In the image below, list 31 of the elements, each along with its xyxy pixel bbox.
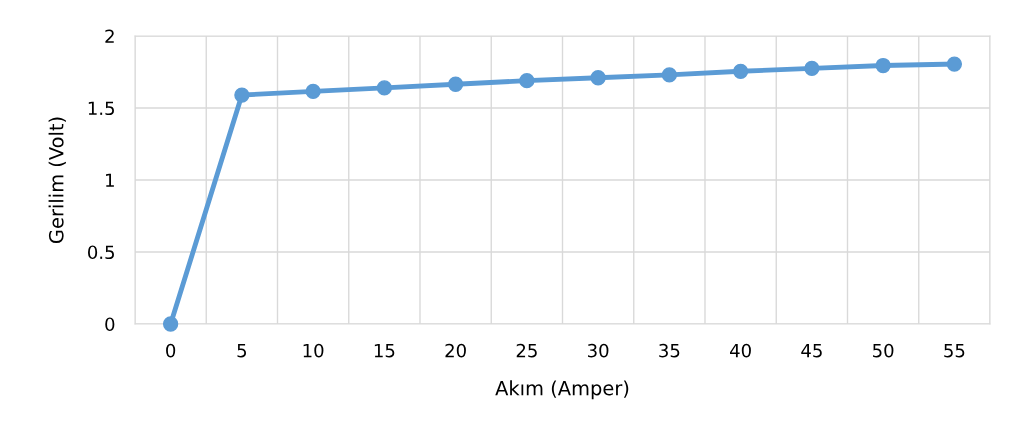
- y-tick-label: 0.5: [88, 245, 114, 260]
- point: [234, 87, 250, 103]
- point: [875, 57, 891, 74]
- y-axis-title: Gerilim (Volt): [48, 117, 66, 244]
- x-tick-label: 5: [237, 344, 247, 358]
- x-tick-label: 0: [166, 343, 176, 358]
- point: [946, 56, 963, 72]
- point: [305, 83, 321, 100]
- x-tick-label: 20: [445, 343, 466, 358]
- x-tick-label: 30: [588, 343, 609, 358]
- x-tick-label: 50: [873, 343, 894, 358]
- x-tick-label: 35: [659, 343, 680, 358]
- x-tick-label: 10: [303, 343, 324, 358]
- x-tick-label: 15: [374, 344, 395, 358]
- point: [519, 73, 535, 89]
- point: [376, 80, 393, 96]
- point: [590, 70, 606, 86]
- point: [661, 67, 678, 83]
- x-tick-label: 25: [516, 343, 537, 358]
- point: [804, 60, 820, 77]
- y-tick-label: 0: [105, 317, 115, 332]
- y-tick-label: 1.5: [88, 101, 114, 116]
- point: [732, 63, 749, 79]
- point: [447, 76, 464, 92]
- x-tick-label: 45: [801, 344, 822, 358]
- x-tick-label: 55: [944, 344, 965, 358]
- y-tick-label: 2: [105, 29, 114, 43]
- x-tick-label: 40: [730, 343, 751, 358]
- x-axis-title: Akım (Amper): [495, 380, 629, 400]
- point: [162, 316, 179, 332]
- y-tick-label: 1: [106, 173, 114, 187]
